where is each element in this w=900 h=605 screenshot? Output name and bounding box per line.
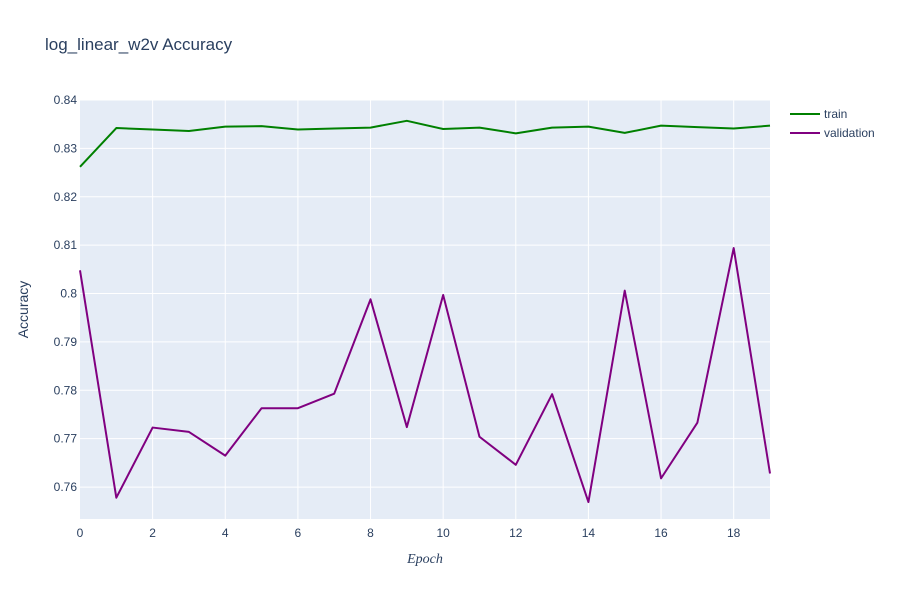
x-tick-label: 10 [436,526,450,540]
y-tick-label: 0.82 [54,190,78,204]
x-tick-label: 6 [295,526,302,540]
x-tick-label: 4 [222,526,229,540]
legend-label-validation: validation [824,126,875,140]
x-tick-labels: 0 2 4 6 8 10 12 14 16 18 [77,526,741,540]
legend: train validation [790,107,875,140]
series-line-validation [79,247,771,504]
series-line-train [79,119,771,168]
y-tick-label: 0.84 [54,93,78,107]
x-tick-label: 14 [582,526,596,540]
series-lines [79,119,771,504]
chart-title: log_linear_w2v Accuracy [45,35,233,54]
grid-lines [80,99,770,519]
y-tick-label: 0.78 [54,383,78,397]
x-tick-label: 0 [77,526,84,540]
legend-label-train: train [824,107,847,121]
x-tick-label: 8 [367,526,374,540]
y-axis-title: Accuracy [15,281,31,339]
x-axis-title: Epoch [406,552,443,567]
x-tick-label: 12 [509,526,523,540]
x-tick-label: 16 [654,526,668,540]
y-tick-label: 0.79 [54,335,78,349]
y-tick-label: 0.8 [60,287,77,301]
y-tick-label: 0.77 [54,432,78,446]
plot-area [80,100,770,519]
x-tick-label: 2 [149,526,156,540]
y-tick-label: 0.76 [54,480,78,494]
y-tick-label: 0.81 [54,238,78,252]
x-tick-label: 18 [727,526,741,540]
y-tick-label: 0.83 [54,141,78,155]
y-tick-labels: 0.76 0.77 0.78 0.79 0.8 0.81 0.82 0.83 0.84 [54,93,78,494]
